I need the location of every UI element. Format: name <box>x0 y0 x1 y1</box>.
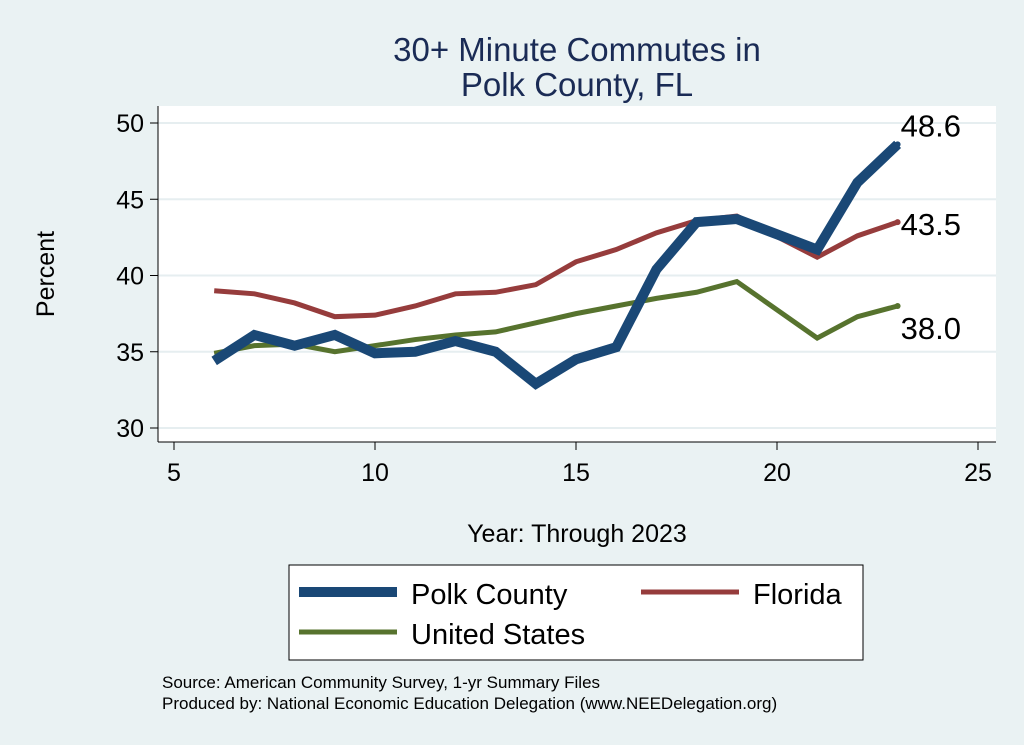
end-label-united-states: 38.0 <box>901 311 961 346</box>
end-label-florida: 43.5 <box>901 207 961 242</box>
source-line-1: Source: American Community Survey, 1-yr … <box>162 673 600 692</box>
chart-title-line-1: 30+ Minute Commutes in <box>393 31 761 68</box>
y-tick-label: 50 <box>116 110 144 138</box>
legend-label-polk: Polk County <box>411 579 568 611</box>
y-axis-label: Percent <box>32 231 60 317</box>
x-axis-label: Year: Through 2023 <box>467 520 687 548</box>
x-tick-label: 15 <box>562 459 590 487</box>
end-label-polk-county: 48.6 <box>901 108 961 143</box>
legend-box <box>288 564 864 661</box>
series-line-polk-county <box>211 140 902 390</box>
x-tick-label: 20 <box>763 459 791 487</box>
x-tick-label: 25 <box>964 459 992 487</box>
source-line-2: Produced by: National Economic Education… <box>162 694 777 713</box>
y-tick-label: 40 <box>116 263 144 291</box>
series-lines <box>211 140 902 390</box>
series-line-united-states <box>213 278 899 356</box>
plot-area <box>158 106 996 442</box>
legend-label-us: United States <box>411 619 585 651</box>
legend-label-florida: Florida <box>753 579 843 611</box>
y-tick-label: 45 <box>116 186 144 214</box>
y-tick-label: 35 <box>116 339 144 367</box>
end-point-united-states <box>894 303 901 309</box>
y-tick-label: 30 <box>116 415 144 443</box>
gridlines <box>158 122 996 429</box>
legend: Polk County Florida United States <box>288 564 864 661</box>
end-point-florida <box>894 219 901 226</box>
x-tick-label: 10 <box>361 459 389 487</box>
end-labels: 48.6 43.5 38.0 <box>901 108 961 346</box>
end-point-polk-county <box>894 141 901 148</box>
chart-title-line-2: Polk County, FL <box>461 66 693 103</box>
x-tick-label: 5 <box>167 459 181 487</box>
axis-ticks: 30 35 40 45 50 5 10 15 20 25 <box>116 110 992 487</box>
